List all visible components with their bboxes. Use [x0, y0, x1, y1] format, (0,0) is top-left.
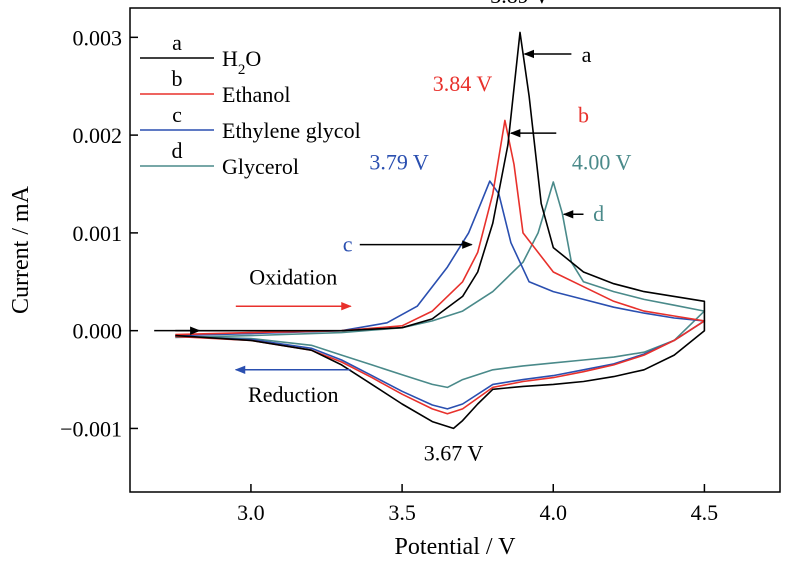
peak-label: 3.84 V — [433, 71, 493, 96]
series-line-a — [175, 31, 706, 430]
y-tick-label: −0.001 — [60, 416, 122, 441]
y-tick-label: 0.000 — [73, 319, 123, 344]
series-line-c — [175, 180, 706, 410]
x-axis-ticks: 3.0 3.5 4.0 4.5 — [237, 484, 718, 525]
annotations-layer: 3.89 V3.84 V3.79 V4.00 V3.67 VabcdOxidat… — [154, 0, 631, 466]
y-axis-ticks: −0.001 0.000 0.001 0.002 0.003 — [60, 25, 138, 441]
peak-label: 4.00 V — [572, 149, 632, 174]
peak-label: 3.79 V — [369, 149, 429, 174]
curve-arrow-letter-c: c — [343, 231, 353, 256]
curve-arrow-letter-b: b — [578, 102, 589, 127]
y-tick-label: 0.002 — [73, 123, 123, 148]
direction-label: Reduction — [248, 382, 338, 407]
plot-frame — [129, 7, 781, 493]
legend-letter-c: c — [172, 102, 182, 127]
legend: a H2O b Ethanol c Ethylene glycol d Glycerol — [140, 30, 361, 179]
y-axis-title: Current / mA — [8, 185, 34, 314]
x-tick-label: 4.5 — [691, 500, 719, 525]
curve-arrow-letter-d: d — [593, 201, 604, 226]
peak-label: 3.89 V — [490, 0, 550, 8]
legend-letter-a: a — [172, 30, 182, 55]
y-tick-label: 0.001 — [73, 221, 123, 246]
x-axis-title: Potential / V — [395, 534, 517, 560]
x-tick-label: 4.0 — [540, 500, 568, 525]
legend-label-c: Ethylene glycol — [222, 118, 361, 143]
legend-label-a: H2O — [222, 46, 261, 78]
x-tick-label: 3.0 — [237, 500, 265, 525]
curves-layer — [175, 31, 706, 430]
peak-label: 3.67 V — [424, 441, 484, 466]
legend-label-d: Glycerol — [222, 154, 299, 179]
x-tick-label: 3.5 — [388, 500, 416, 525]
direction-label: Oxidation — [249, 265, 337, 290]
y-tick-label: 0.003 — [73, 25, 123, 50]
legend-label-b: Ethanol — [222, 82, 290, 107]
legend-letter-d: d — [172, 138, 183, 163]
curve-arrow-letter-a: a — [582, 42, 592, 67]
legend-letter-b: b — [172, 66, 183, 91]
